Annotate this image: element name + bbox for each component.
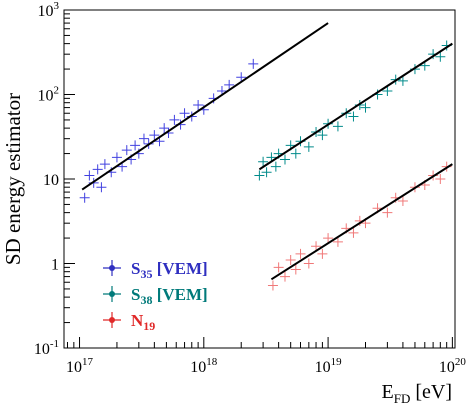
data-point <box>159 123 170 134</box>
x-label-main: E <box>382 381 394 403</box>
data-point <box>311 241 322 252</box>
data-point <box>84 170 95 181</box>
legend-name: S <box>131 285 140 304</box>
tick-exponent: 2 <box>54 85 60 97</box>
data-point <box>149 130 160 141</box>
data-point <box>360 102 371 113</box>
data-point <box>224 79 235 90</box>
legend-label: N19 <box>131 311 155 333</box>
x-tick-label: 1019 <box>315 356 343 376</box>
tick-base: 10 <box>66 359 82 376</box>
data-point <box>397 195 408 206</box>
legend-name: S <box>131 259 140 278</box>
tick-exponent: 18 <box>206 356 218 368</box>
data-point <box>303 258 314 269</box>
data-point <box>121 145 132 156</box>
fit-line <box>81 22 329 191</box>
tick-base: 10 <box>315 359 331 376</box>
y-tick-label: 1 <box>51 257 59 274</box>
data-point <box>285 255 296 266</box>
y-tick-label: 103 <box>38 0 60 20</box>
data-point <box>99 159 110 170</box>
legend-label: S38 [VEM] <box>131 285 208 307</box>
legend-suffix: [VEM] <box>152 259 207 278</box>
data-point <box>317 130 328 141</box>
x-tick-label: 1017 <box>66 356 94 376</box>
data-point <box>79 192 90 203</box>
data-point <box>323 233 334 244</box>
fit-line <box>258 42 453 171</box>
data-point <box>279 271 290 282</box>
y-tick-label: 10-1 <box>34 338 59 358</box>
data-point <box>435 174 446 184</box>
tick-base: 10 <box>190 359 206 376</box>
fit-line <box>270 163 453 281</box>
data-point <box>111 152 122 163</box>
data-point <box>169 114 180 125</box>
tick-exponent: 20 <box>455 356 467 368</box>
tick-exponent: 19 <box>331 356 343 368</box>
data-point <box>254 170 265 181</box>
tick-base: 10 <box>439 359 455 376</box>
tick-base: 10 <box>34 341 50 358</box>
data-point <box>258 156 269 167</box>
data-point <box>179 108 190 119</box>
legend-sub: 38 <box>140 293 152 307</box>
data-point <box>435 51 446 62</box>
data-point <box>382 86 393 97</box>
data-point <box>92 164 103 175</box>
data-point <box>303 141 314 152</box>
data-point <box>382 207 393 218</box>
x-label-sub: FD <box>394 391 411 406</box>
data-point <box>248 58 259 69</box>
data-point <box>279 154 290 165</box>
legend-suffix: [VEM] <box>152 285 207 304</box>
data-point <box>348 227 359 238</box>
data-point <box>397 75 408 86</box>
legend-sub: 19 <box>143 319 155 333</box>
y-axis-label: SD energy estimator <box>1 93 25 265</box>
tick-exponent: 17 <box>82 356 94 368</box>
tick-exponent: 3 <box>54 0 60 12</box>
x-axis-label: EFD [eV] <box>382 381 452 406</box>
data-point <box>273 262 284 273</box>
legend-label: S35 [VEM] <box>131 259 208 281</box>
data-point <box>96 182 107 193</box>
data-point <box>236 72 247 83</box>
data-point <box>290 264 301 275</box>
data-point <box>267 280 278 291</box>
data-point <box>270 161 281 172</box>
tick-base: 10 <box>38 3 54 20</box>
legend-sub: 35 <box>140 267 152 281</box>
y-tick-label: 10 <box>43 172 59 189</box>
legend-name: N <box>131 311 144 330</box>
data-point <box>261 167 272 178</box>
data-point <box>348 111 359 122</box>
x-label-suffix: [eV] <box>410 381 452 403</box>
x-tick-label: 1020 <box>439 356 467 376</box>
y-tick-label: 102 <box>38 85 60 105</box>
x-tick-label: 1018 <box>190 356 218 376</box>
data-point <box>317 248 328 259</box>
legend-marker-dot <box>109 265 115 271</box>
data-point <box>295 248 306 259</box>
data-point <box>138 133 149 144</box>
legend-marker-dot <box>109 317 115 323</box>
data-point <box>332 121 343 132</box>
tick-exponent: -1 <box>50 338 59 350</box>
legend-marker-dot <box>109 291 115 297</box>
data-point <box>290 148 301 159</box>
tick-base: 10 <box>38 88 54 105</box>
data-point <box>130 140 141 151</box>
data-point <box>332 236 343 247</box>
data-point <box>193 100 204 111</box>
